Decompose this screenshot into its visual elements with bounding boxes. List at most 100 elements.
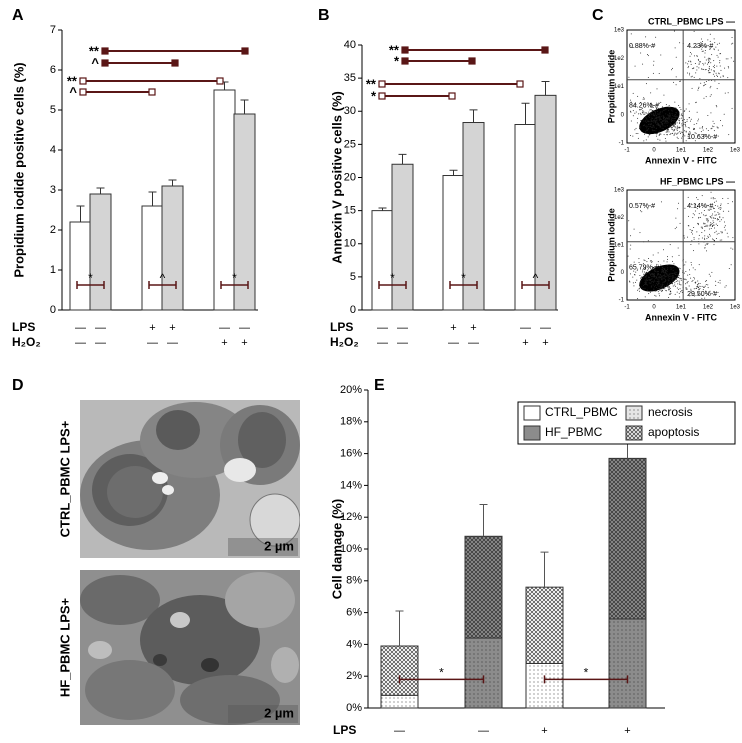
event-dot xyxy=(690,264,692,266)
event-dot xyxy=(649,272,651,274)
event-dot xyxy=(650,126,652,128)
y-tick-label: 5 xyxy=(50,104,56,116)
event-dot xyxy=(661,290,663,292)
significance-label: ** xyxy=(67,73,78,88)
event-dot xyxy=(645,139,647,141)
event-dot xyxy=(718,207,720,209)
legend-label: HF_PBMC xyxy=(545,425,603,439)
event-dot xyxy=(684,110,686,112)
y-tick-label: 0 xyxy=(621,270,625,276)
event-dot xyxy=(684,123,686,125)
event-dot xyxy=(701,297,703,299)
event-dot xyxy=(704,215,706,217)
event-dot xyxy=(653,286,655,288)
condition-label: LPS xyxy=(12,320,35,334)
event-dot xyxy=(665,281,667,283)
event-dot xyxy=(648,293,650,295)
event-dot xyxy=(703,84,705,86)
micrograph xyxy=(80,400,300,558)
condition-mark: — xyxy=(540,322,551,334)
event-dot xyxy=(637,132,639,134)
event-dot xyxy=(677,132,679,134)
event-dot xyxy=(705,83,707,85)
event-dot xyxy=(674,117,676,119)
event-dot xyxy=(651,119,653,121)
y-tick-label: 10 xyxy=(344,238,356,250)
event-dot xyxy=(689,117,691,119)
event-dot xyxy=(694,282,696,284)
event-dot xyxy=(669,114,671,116)
event-dot xyxy=(693,250,695,252)
event-dot xyxy=(654,279,656,281)
y-tick-label: 6 xyxy=(50,64,56,76)
event-dot xyxy=(671,117,673,119)
event-dot xyxy=(674,278,676,280)
event-dot xyxy=(710,208,712,210)
event-dot xyxy=(676,116,678,118)
event-dot xyxy=(685,122,687,124)
event-dot xyxy=(663,271,665,273)
event-dot xyxy=(666,130,668,132)
event-dot xyxy=(707,236,709,238)
condition-mark: — xyxy=(468,337,479,349)
event-dot xyxy=(665,118,667,120)
event-dot xyxy=(658,293,660,295)
event-dot xyxy=(655,121,657,123)
event-dot xyxy=(660,201,662,203)
event-dot xyxy=(706,250,708,252)
event-dot xyxy=(713,227,715,229)
event-dot xyxy=(669,287,671,289)
bar-segment xyxy=(525,586,564,664)
error-bar xyxy=(395,610,404,646)
legend-label: CTRL_PBMC xyxy=(545,405,618,419)
error-bar xyxy=(96,187,105,194)
event-dot xyxy=(689,229,691,231)
event-dot xyxy=(705,290,707,292)
event-dot xyxy=(655,135,657,137)
condition-mark: — xyxy=(147,337,158,349)
event-dot xyxy=(661,276,663,278)
x-axis-label: Annexin V - FITC xyxy=(645,155,718,165)
event-dot xyxy=(720,76,722,78)
event-dot xyxy=(630,244,632,246)
event-dot xyxy=(675,76,677,78)
y-tick-label: 2% xyxy=(346,670,362,682)
event-dot xyxy=(663,278,665,280)
event-dot xyxy=(645,125,647,127)
event-dot xyxy=(648,123,650,125)
event-dot xyxy=(663,94,665,96)
event-dot xyxy=(657,272,659,274)
event-dot xyxy=(687,274,689,276)
event-dot xyxy=(638,258,640,260)
event-dot xyxy=(707,114,709,116)
bracket-end xyxy=(541,46,549,54)
event-dot xyxy=(673,263,675,265)
event-dot xyxy=(634,65,636,67)
event-dot xyxy=(634,129,636,131)
event-dot xyxy=(668,288,670,290)
event-dot xyxy=(714,214,716,216)
event-dot xyxy=(716,219,718,221)
event-dot xyxy=(657,123,659,125)
event-dot xyxy=(681,120,683,122)
event-dot xyxy=(651,278,653,280)
micrograph xyxy=(80,570,300,725)
legend-label: necrosis xyxy=(648,405,693,419)
bar-segment xyxy=(608,618,647,709)
event-dot xyxy=(708,61,710,63)
event-dot xyxy=(646,289,648,291)
event-dot xyxy=(647,272,649,274)
event-dot xyxy=(674,282,676,284)
event-dot xyxy=(639,112,641,114)
event-dot xyxy=(681,290,683,292)
y-tick-label: 1e1 xyxy=(614,243,625,249)
event-dot xyxy=(672,275,674,277)
event-dot xyxy=(690,118,692,120)
event-dot xyxy=(653,126,655,128)
event-dot xyxy=(679,80,681,82)
event-dot xyxy=(673,117,675,119)
event-dot xyxy=(674,276,676,278)
event-dot xyxy=(647,269,649,271)
x-tick-label: 0 xyxy=(652,148,656,154)
condition-label: LPS xyxy=(330,320,353,334)
